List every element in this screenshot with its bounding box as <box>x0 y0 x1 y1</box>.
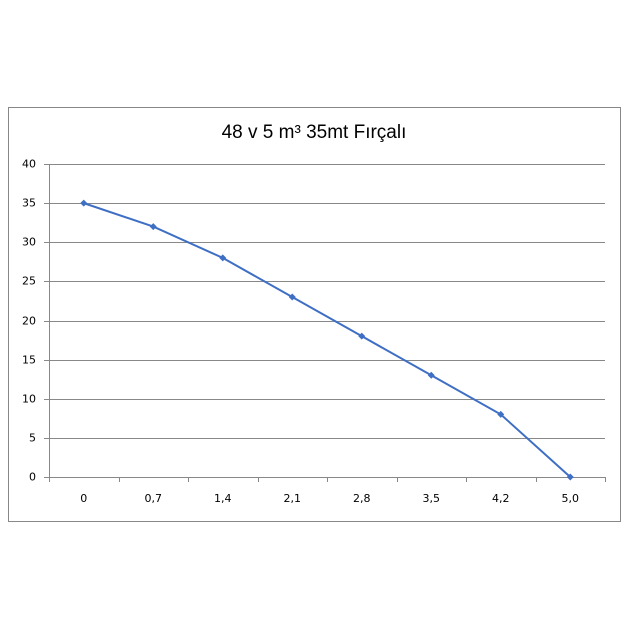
data-marker <box>219 254 227 262</box>
x-tick-label: 2,8 <box>353 492 371 505</box>
y-tick-label: 15 <box>22 354 36 367</box>
data-line <box>83 202 571 478</box>
x-tick-label: 0 <box>80 492 87 505</box>
data-marker <box>566 473 574 481</box>
chart-title: 48 v 5 m³ 35mt Fırçalı <box>222 122 407 143</box>
data-marker <box>497 410 505 418</box>
data-marker <box>288 293 296 301</box>
x-tick-label: 5,0 <box>562 492 580 505</box>
y-tick-label: 10 <box>22 393 36 406</box>
y-tick-label: 5 <box>29 432 36 445</box>
x-tick-label: 4,2 <box>492 492 510 505</box>
y-tick-label: 35 <box>22 197 36 210</box>
chart-frame <box>8 107 621 522</box>
x-tick-label: 0,7 <box>145 492 163 505</box>
x-tick-label: 1,4 <box>214 492 232 505</box>
y-tick-label: 30 <box>22 236 36 249</box>
y-tick-label: 0 <box>29 471 36 484</box>
x-tick-label: 3,5 <box>423 492 441 505</box>
y-tick-label: 20 <box>22 315 36 328</box>
data-marker <box>80 199 88 207</box>
x-tick-label: 2,1 <box>284 492 302 505</box>
data-marker <box>358 332 366 340</box>
data-marker <box>149 223 157 231</box>
y-tick-label: 25 <box>22 275 36 288</box>
y-tick-label: 40 <box>22 158 36 171</box>
data-marker <box>427 371 435 379</box>
